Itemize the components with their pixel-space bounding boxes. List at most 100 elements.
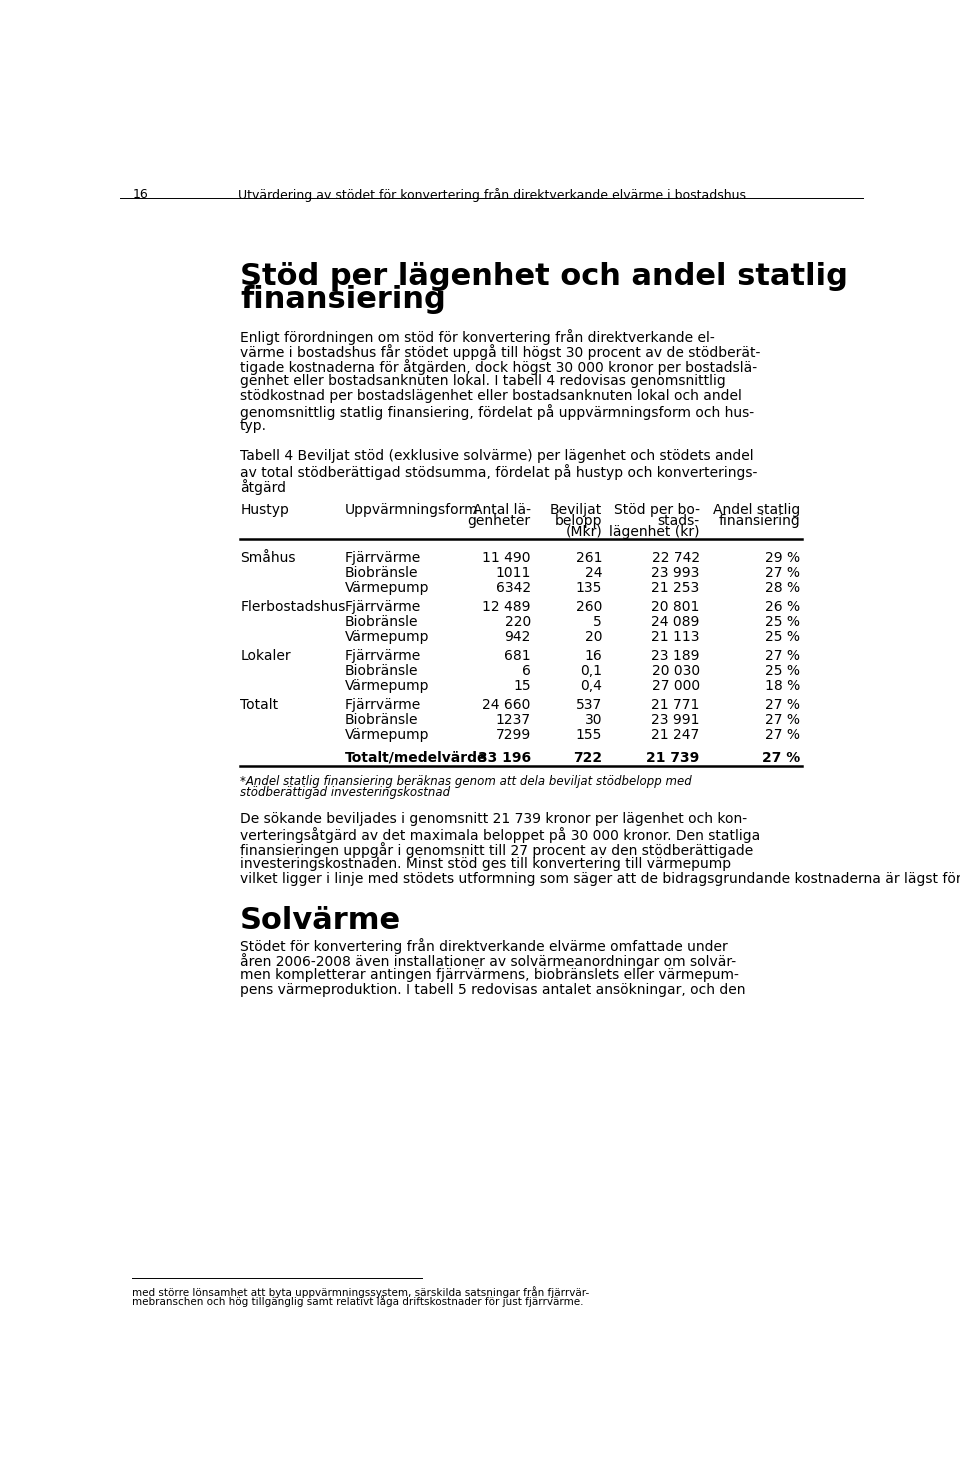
Text: 21 113: 21 113	[651, 629, 700, 644]
Text: Enligt förordningen om stöd för konvertering från direktverkande el-: Enligt förordningen om stöd för konverte…	[240, 329, 715, 345]
Text: 6342: 6342	[495, 581, 531, 595]
Text: 33 196: 33 196	[478, 750, 531, 765]
Text: Totalt/medelvärde: Totalt/medelvärde	[345, 750, 488, 765]
Text: 135: 135	[576, 581, 602, 595]
Text: genhet eller bostadsanknuten lokal. I tabell 4 redovisas genomsnittlig: genhet eller bostadsanknuten lokal. I ta…	[240, 373, 726, 388]
Text: investeringskostnaden. Minst stöd ges till konvertering till värmepump: investeringskostnaden. Minst stöd ges ti…	[240, 856, 732, 871]
Text: 5: 5	[593, 615, 602, 629]
Text: 27 %: 27 %	[765, 713, 801, 727]
Text: Fjärrvärme: Fjärrvärme	[345, 600, 421, 615]
Text: 220: 220	[505, 615, 531, 629]
Text: Hustyp: Hustyp	[240, 503, 289, 517]
Text: 0,4: 0,4	[580, 680, 602, 693]
Text: mebranschen och hög tillgänglig samt relativt låga driftskostnader för just fjär: mebranschen och hög tillgänglig samt rel…	[132, 1296, 584, 1307]
Text: 25 %: 25 %	[765, 615, 801, 629]
Text: 7299: 7299	[495, 728, 531, 741]
Text: Fjärrvärme: Fjärrvärme	[345, 697, 421, 712]
Text: med större lönsamhet att byta uppvärmningssystem, särskilda satsningar från fjär: med större lönsamhet att byta uppvärmnin…	[132, 1285, 589, 1297]
Text: men kompletterar antingen fjärrvärmens, biobränslets eller värmepum-: men kompletterar antingen fjärrvärmens, …	[240, 968, 739, 983]
Text: 21 253: 21 253	[652, 581, 700, 595]
Text: 21 247: 21 247	[652, 728, 700, 741]
Text: värme i bostadshus får stödet uppgå till högst 30 procent av de stödberät-: värme i bostadshus får stödet uppgå till…	[240, 343, 760, 360]
Text: Fjärrvärme: Fjärrvärme	[345, 551, 421, 565]
Text: Biobränsle: Biobränsle	[345, 713, 419, 727]
Text: Stöd per bo-: Stöd per bo-	[613, 503, 700, 517]
Text: Värmepump: Värmepump	[345, 680, 429, 693]
Text: typ.: typ.	[240, 419, 267, 433]
Text: 16: 16	[585, 649, 602, 663]
Text: *Andel statlig finansiering beräknas genom att dela beviljat stödbelopp med: *Andel statlig finansiering beräknas gen…	[240, 775, 692, 787]
Text: 260: 260	[576, 600, 602, 615]
Text: 1011: 1011	[495, 566, 531, 581]
Text: tigade kostnaderna för åtgärden, dock högst 30 000 kronor per bostadslä-: tigade kostnaderna för åtgärden, dock hö…	[240, 358, 757, 374]
Text: lägenhet (kr): lägenhet (kr)	[610, 525, 700, 539]
Text: pens värmeproduktion. I tabell 5 redovisas antalet ansökningar, och den: pens värmeproduktion. I tabell 5 redovis…	[240, 983, 746, 998]
Text: 27 %: 27 %	[765, 566, 801, 581]
Text: 26 %: 26 %	[765, 600, 801, 615]
Text: vilket ligger i linje med stödets utformning som säger att de bidragsgrundande k: vilket ligger i linje med stödets utform…	[240, 871, 960, 886]
Text: 1237: 1237	[495, 713, 531, 727]
Text: Värmepump: Värmepump	[345, 728, 429, 741]
Text: (Mkr): (Mkr)	[565, 525, 602, 539]
Text: 23 993: 23 993	[651, 566, 700, 581]
Text: 20 030: 20 030	[652, 663, 700, 678]
Text: Biobränsle: Biobränsle	[345, 615, 419, 629]
Text: 15: 15	[514, 680, 531, 693]
Text: 20: 20	[585, 629, 602, 644]
Text: Flerbostadshus: Flerbostadshus	[240, 600, 346, 615]
Text: 28 %: 28 %	[765, 581, 801, 595]
Text: finansiering: finansiering	[240, 284, 445, 314]
Text: Värmepump: Värmepump	[345, 581, 429, 595]
Text: 16: 16	[132, 187, 148, 200]
Text: Totalt: Totalt	[240, 697, 278, 712]
Text: 11 490: 11 490	[482, 551, 531, 565]
Text: belopp: belopp	[555, 514, 602, 528]
Text: Biobränsle: Biobränsle	[345, 566, 419, 581]
Text: Solvärme: Solvärme	[240, 907, 401, 935]
Text: 722: 722	[573, 750, 602, 765]
Text: 155: 155	[576, 728, 602, 741]
Text: Värmepump: Värmepump	[345, 629, 429, 644]
Text: stödberättigad investeringskostnad: stödberättigad investeringskostnad	[240, 786, 450, 799]
Text: Tabell 4 Beviljat stöd (exklusive solvärme) per lägenhet och stödets andel: Tabell 4 Beviljat stöd (exklusive solvär…	[240, 450, 754, 463]
Text: Andel statlig: Andel statlig	[713, 503, 801, 517]
Text: Beviljat: Beviljat	[550, 503, 602, 517]
Text: verteringsåtgärd av det maximala beloppet på 30 000 kronor. Den statliga: verteringsåtgärd av det maximala beloppe…	[240, 827, 760, 843]
Text: finansiering: finansiering	[719, 514, 801, 528]
Text: Uppvärmningsform: Uppvärmningsform	[345, 503, 478, 517]
Text: 20 801: 20 801	[651, 600, 700, 615]
Text: Stöd per lägenhet och andel statlig: Stöd per lägenhet och andel statlig	[240, 261, 848, 290]
Text: stads-: stads-	[658, 514, 700, 528]
Text: 27 %: 27 %	[762, 750, 801, 765]
Text: 18 %: 18 %	[765, 680, 801, 693]
Text: 22 742: 22 742	[652, 551, 700, 565]
Text: 261: 261	[576, 551, 602, 565]
Text: 0,1: 0,1	[580, 663, 602, 678]
Text: genheter: genheter	[468, 514, 531, 528]
Text: 24 660: 24 660	[482, 697, 531, 712]
Text: Antal lä-: Antal lä-	[472, 503, 531, 517]
Text: genomsnittlig statlig finansiering, fördelat på uppvärmningsform och hus-: genomsnittlig statlig finansiering, förd…	[240, 404, 755, 420]
Text: 12 489: 12 489	[482, 600, 531, 615]
Text: Stödet för konvertering från direktverkande elvärme omfattade under: Stödet för konvertering från direktverka…	[240, 939, 728, 954]
Text: 23 189: 23 189	[651, 649, 700, 663]
Text: 24: 24	[585, 566, 602, 581]
Text: 681: 681	[504, 649, 531, 663]
Text: åren 2006-2008 även installationer av solvärmeanordningar om solvär-: åren 2006-2008 även installationer av so…	[240, 954, 736, 970]
Text: Småhus: Småhus	[240, 551, 296, 565]
Text: 21 771: 21 771	[651, 697, 700, 712]
Text: Biobränsle: Biobränsle	[345, 663, 419, 678]
Text: Fjärrvärme: Fjärrvärme	[345, 649, 421, 663]
Text: åtgärd: åtgärd	[240, 479, 286, 495]
Text: 537: 537	[576, 697, 602, 712]
Text: 29 %: 29 %	[765, 551, 801, 565]
Text: De sökande beviljades i genomsnitt 21 739 kronor per lägenhet och kon-: De sökande beviljades i genomsnitt 21 73…	[240, 812, 747, 825]
Text: 27 %: 27 %	[765, 649, 801, 663]
Text: 30: 30	[585, 713, 602, 727]
Text: Utvärdering av stödet för konvertering från direktverkande elvärme i bostadshus: Utvärdering av stödet för konvertering f…	[238, 187, 746, 202]
Text: 23 991: 23 991	[651, 713, 700, 727]
Text: 942: 942	[504, 629, 531, 644]
Text: Lokaler: Lokaler	[240, 649, 291, 663]
Text: 27 000: 27 000	[652, 680, 700, 693]
Text: stödkostnad per bostadslägenhet eller bostadsanknuten lokal och andel: stödkostnad per bostadslägenhet eller bo…	[240, 389, 742, 402]
